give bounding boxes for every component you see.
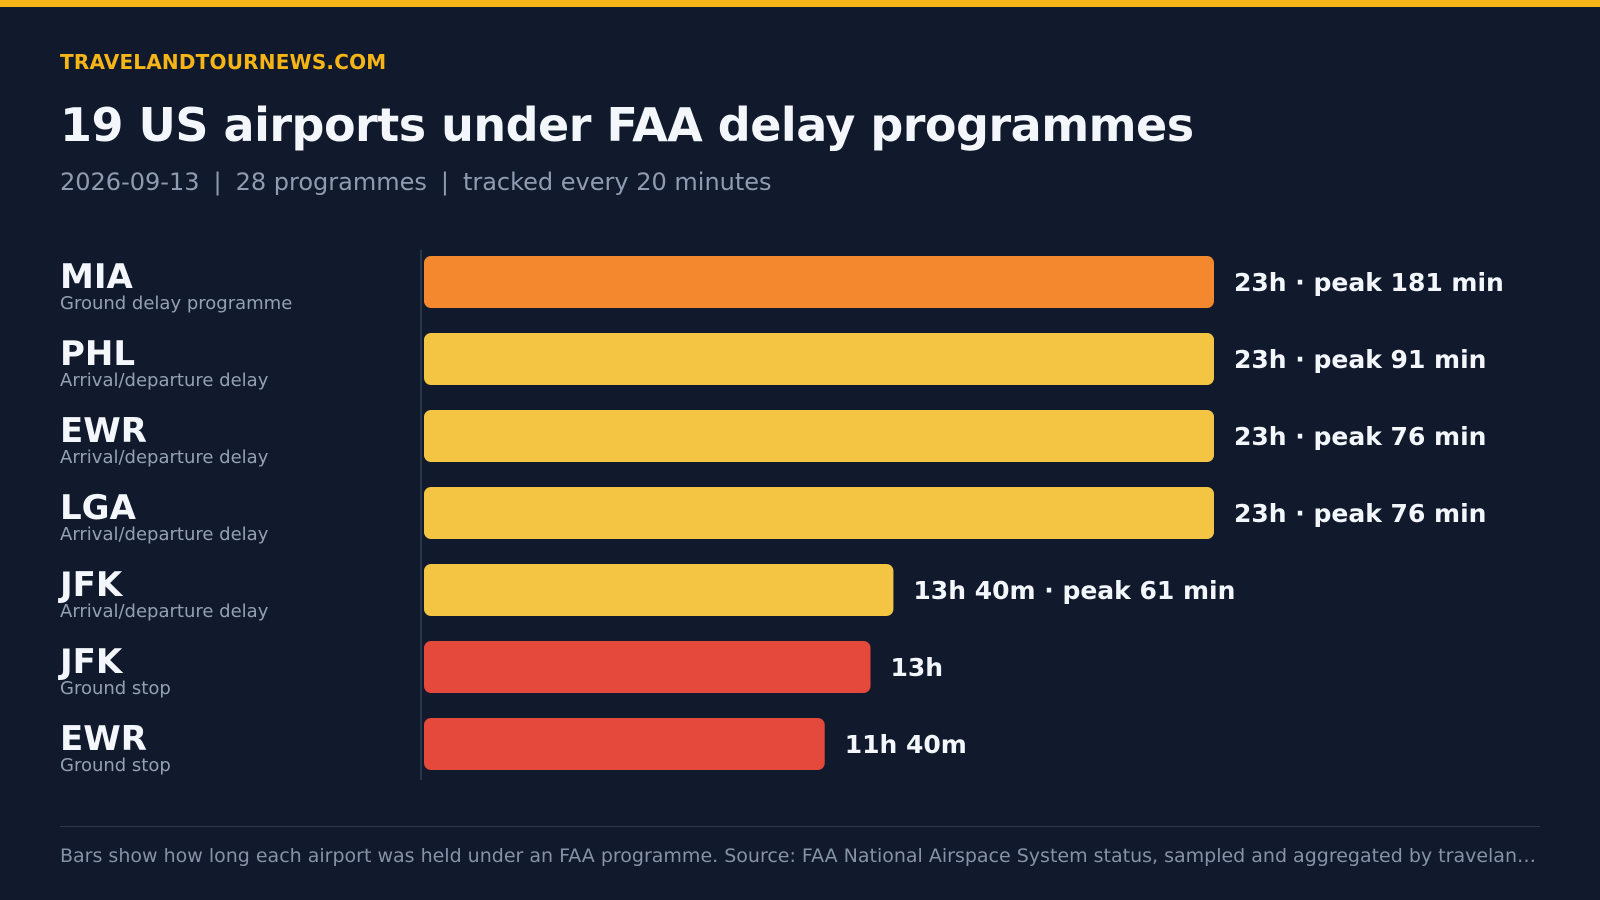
subtitle: 2026-09-13 | 28 programmes | tracked every 2… (60, 168, 772, 196)
footer-divider (60, 826, 1540, 827)
bar-ewr (424, 718, 825, 770)
airport-code: LGA (60, 488, 136, 528)
programme-type: Arrival/departure delay (60, 524, 269, 545)
subtitle-programme-count: 28 programmes (235, 168, 427, 196)
subtitle-cadence: tracked every 20 minutes (462, 168, 772, 196)
airport-code: EWR (60, 719, 147, 759)
subtitle-separator: | (213, 168, 222, 196)
bar-value-label: 13h (891, 653, 944, 682)
programme-type: Arrival/departure delay (60, 447, 269, 468)
bar-mia (424, 256, 1214, 308)
row-label: JFK Ground stop (60, 643, 171, 699)
bar-baseline (420, 250, 422, 780)
airport-code: EWR (60, 411, 147, 451)
top-accent-stripe (0, 0, 1600, 7)
programme-type: Arrival/departure delay (60, 601, 269, 622)
row-label: JFK Arrival/departure delay (60, 566, 268, 622)
bar-value-label: 13h 40m · peak 61 min (913, 576, 1235, 605)
programme-type: Ground stop (60, 678, 171, 699)
row-label: MIA Ground delay programme (60, 258, 292, 314)
bar-jfk (424, 564, 894, 616)
bar-value-label: 23h · peak 76 min (1234, 422, 1486, 451)
row-label: EWR Arrival/departure delay (60, 412, 268, 468)
bar-value-label: 11h 40m (845, 730, 967, 759)
bar-value-label: 23h · peak 181 min (1234, 268, 1504, 297)
row-label: PHL Arrival/departure delay (60, 335, 268, 391)
brand-label[interactable]: TRAVELANDTOURNEWS.COM (60, 50, 387, 74)
airport-code: PHL (60, 334, 136, 374)
page-title: 19 US airports under FAA delay programme… (60, 98, 1194, 152)
programme-type: Ground stop (60, 755, 171, 776)
row-label: LGA Arrival/departure delay (60, 489, 268, 545)
bar-jfk (424, 641, 871, 693)
row-label: EWR Ground stop (60, 720, 171, 776)
subtitle-separator: | (440, 168, 449, 196)
programme-type: Arrival/departure delay (60, 370, 269, 391)
subtitle-date: 2026-09-13 (60, 168, 200, 196)
footnote: Bars show how long each airport was held… (60, 845, 1540, 867)
programme-type: Ground delay programme (60, 293, 293, 314)
bar-value-label: 23h · peak 76 min (1234, 499, 1486, 528)
airport-code: JFK (60, 565, 123, 605)
bar-value-label: 23h · peak 91 min (1234, 345, 1486, 374)
airport-code: JFK (60, 642, 123, 682)
bar-ewr (424, 410, 1214, 462)
airport-code: MIA (60, 257, 133, 297)
bar-phl (424, 333, 1214, 385)
bar-lga (424, 487, 1214, 539)
